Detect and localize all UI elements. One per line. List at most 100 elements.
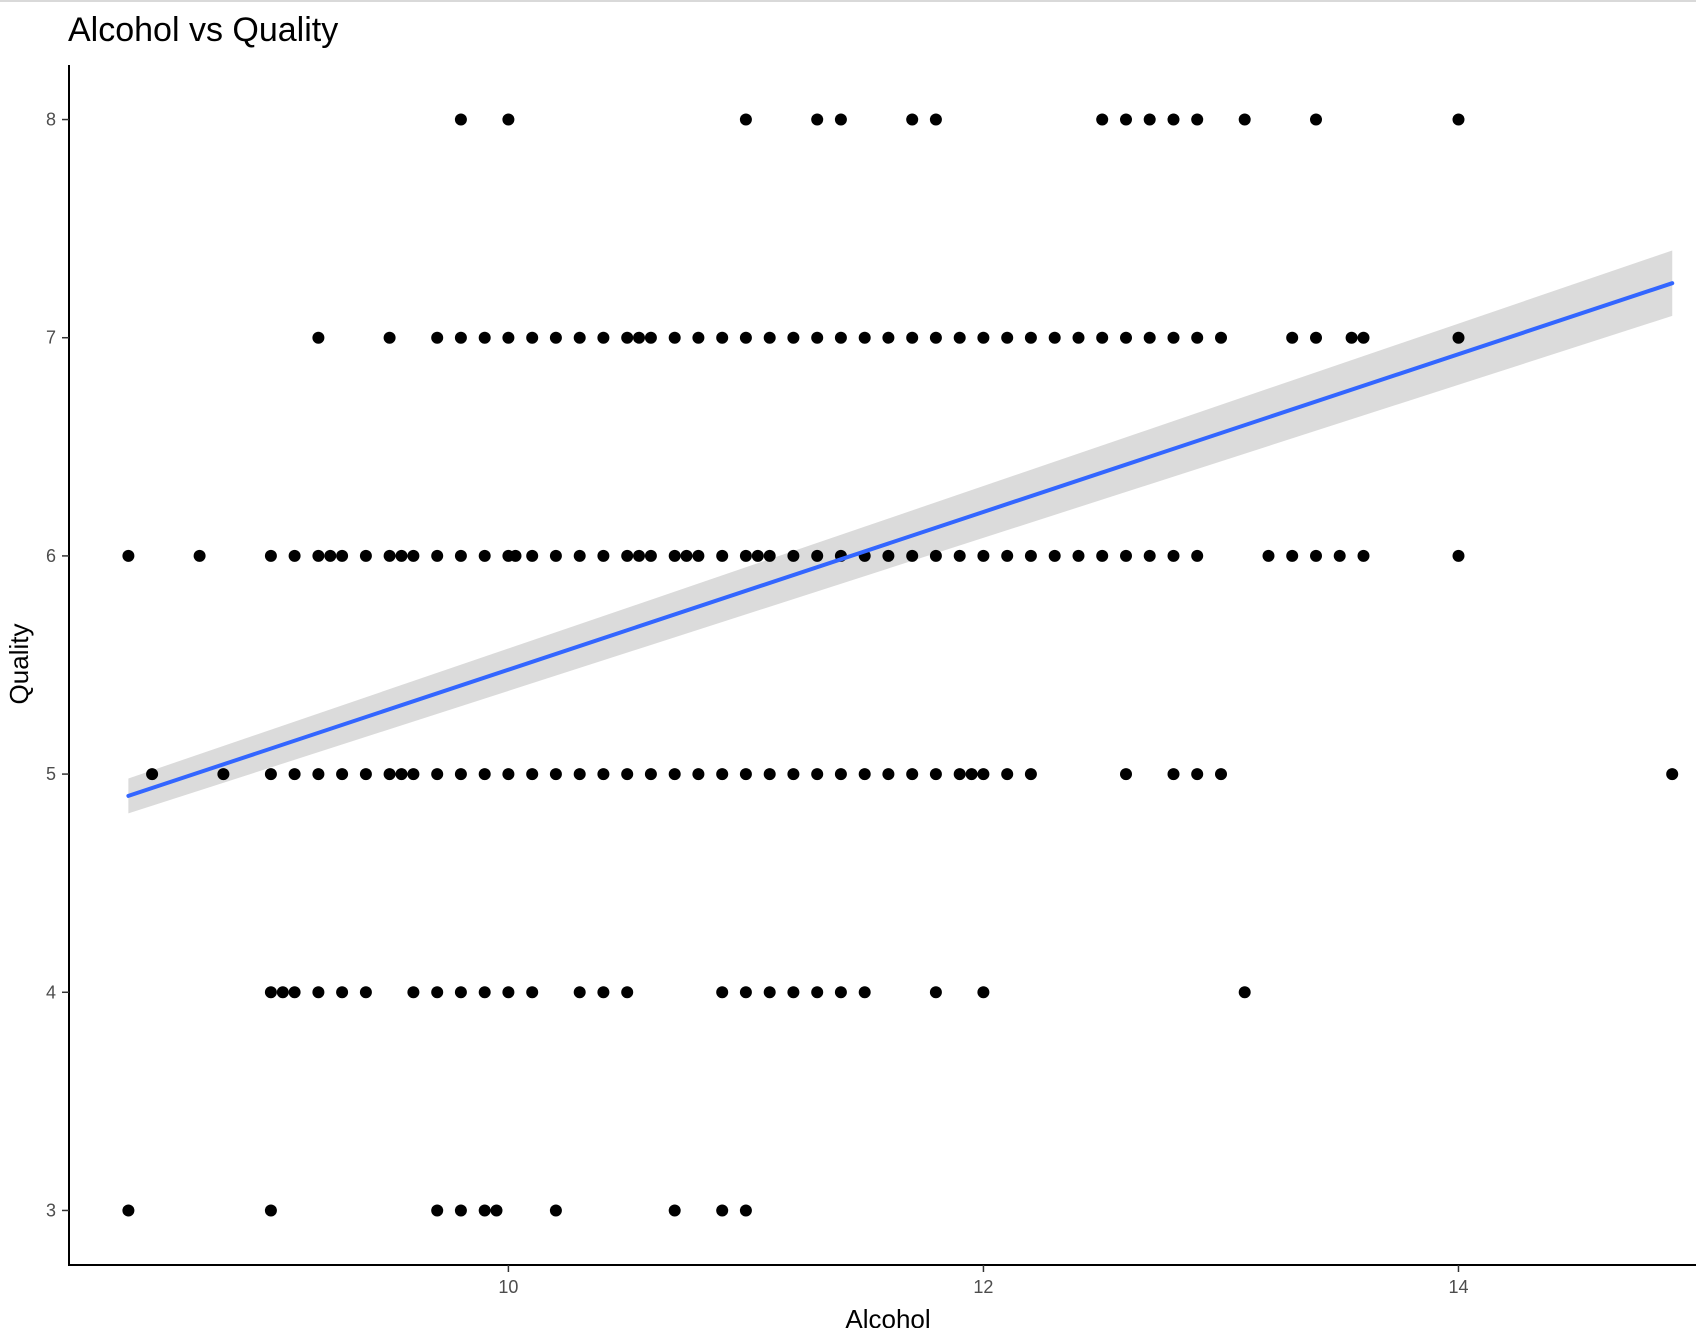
data-point [1345,331,1358,344]
chart-title: Alcohol vs Quality [68,11,338,49]
data-point [929,768,942,781]
data-point [644,549,657,562]
data-point [621,331,634,344]
data-point [1238,113,1251,126]
y-tick-label: 4 [46,982,56,1002]
data-point [1191,331,1204,344]
top-border [0,0,1696,2]
data-point [573,768,586,781]
data-point [1024,331,1037,344]
data-point [478,768,491,781]
data-point [1357,331,1370,344]
data-point [621,986,634,999]
data-point [1024,549,1037,562]
data-point [929,113,942,126]
data-point [146,768,159,781]
data-point [739,113,752,126]
data-point [1001,549,1014,562]
data-point [644,768,657,781]
data-point [953,549,966,562]
data-point [1286,549,1299,562]
data-point [478,1204,491,1217]
confidence-band [128,250,1673,814]
data-point [312,768,325,781]
data-point [1120,768,1132,781]
data-point [1452,113,1465,126]
data-point [929,986,942,999]
data-point [526,986,539,999]
data-point [383,331,396,344]
data-point [1143,549,1156,562]
data-point [977,986,990,999]
data-point [929,549,942,562]
data-point [763,768,776,781]
data-point [526,549,539,562]
data-point [621,768,634,781]
x-tick-label: 12 [973,1277,993,1297]
data-point [1215,768,1227,781]
data-point [882,768,895,781]
data-point [1120,331,1132,344]
data-point [383,768,396,781]
y-tick-label: 3 [46,1200,56,1220]
data-point [644,331,657,344]
data-point [763,549,776,562]
data-point [1072,331,1085,344]
data-point [716,986,729,999]
data-point [1024,768,1037,781]
data-point [787,549,800,562]
data-point [811,113,824,126]
data-point [692,331,705,344]
data-point [882,549,895,562]
data-point [1310,113,1322,126]
data-point [1191,549,1204,562]
data-point [312,549,325,562]
data-point [573,331,586,344]
data-point [431,768,444,781]
data-point [668,768,681,781]
data-point [288,986,301,999]
data-point [680,549,693,562]
data-point [1001,768,1014,781]
data-point [906,331,919,344]
data-point [977,549,990,562]
data-point [739,768,752,781]
data-point [763,331,776,344]
data-point [787,768,800,781]
data-point [1167,113,1180,126]
data-point [217,768,230,781]
data-point [811,549,824,562]
data-point [1452,549,1465,562]
data-point [858,986,871,999]
data-point [834,986,847,999]
data-point [1096,331,1109,344]
data-point [502,986,515,999]
data-point [811,331,824,344]
data-point [359,986,372,999]
data-point [1191,113,1204,126]
data-point [621,549,634,562]
data-point [288,768,301,781]
data-point [1143,331,1156,344]
data-point [549,768,562,781]
data-point [395,549,408,562]
data-point [454,1204,467,1217]
data-point [597,768,610,781]
data-point [502,768,515,781]
data-point [431,1204,444,1217]
data-point [1167,768,1180,781]
data-point [1333,549,1346,562]
data-point [478,986,491,999]
data-point [312,986,325,999]
data-point [407,986,420,999]
data-point [431,331,444,344]
data-point [573,986,586,999]
data-point [454,113,467,126]
data-point [1167,549,1180,562]
data-point [1238,986,1251,999]
data-point [929,331,942,344]
data-point [1096,113,1109,126]
data-point [834,331,847,344]
data-point [1286,331,1299,344]
